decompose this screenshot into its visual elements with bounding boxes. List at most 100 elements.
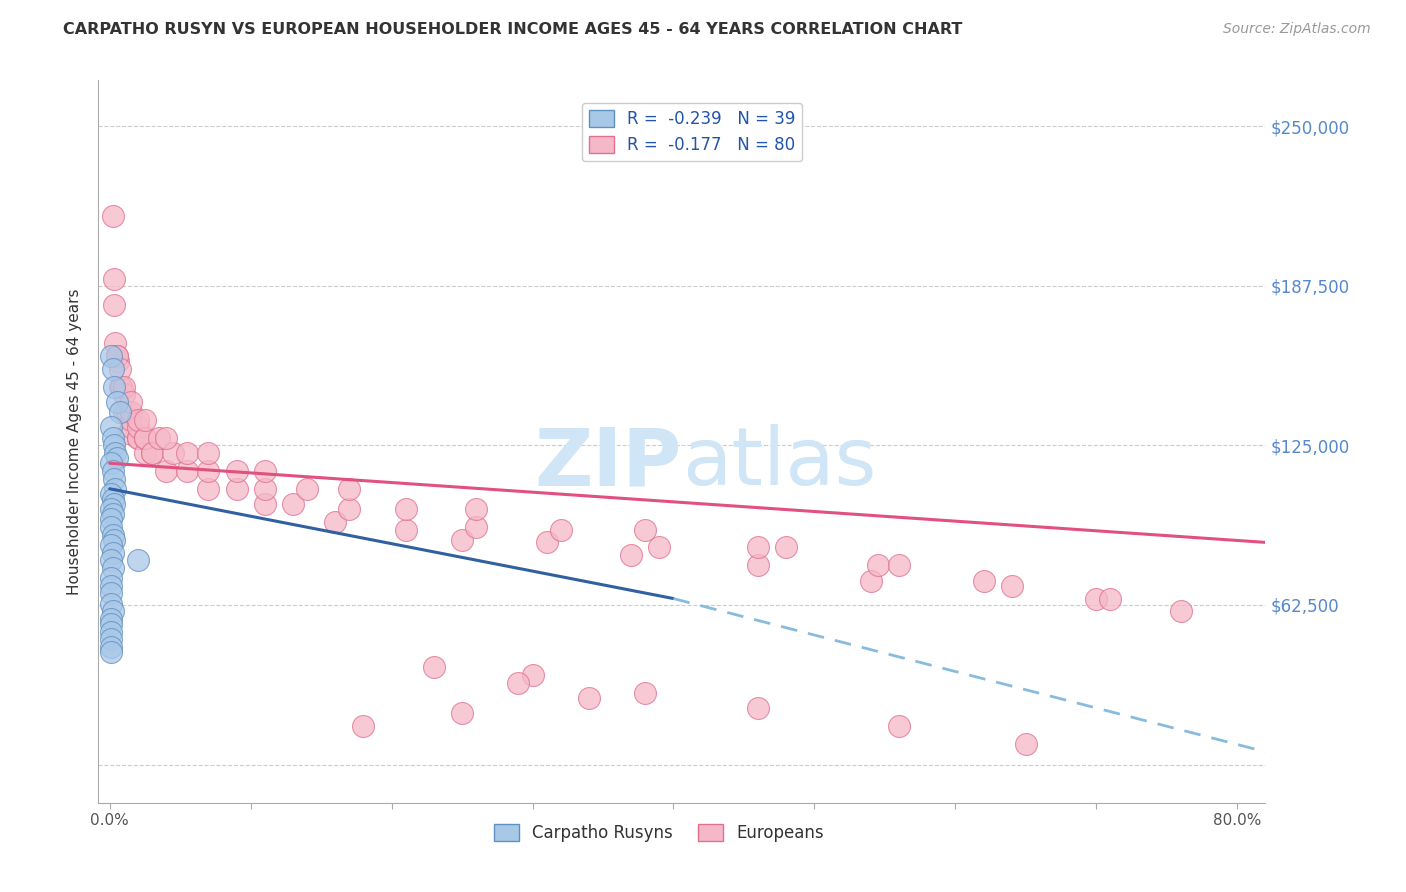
Point: [105, 349, 128, 363]
Legend: Carpatho Rusyns, Europeans: Carpatho Rusyns, Europeans: [486, 817, 831, 848]
Point: [134, 431, 156, 445]
Text: Source: ZipAtlas.com: Source: ZipAtlas.com: [1223, 22, 1371, 37]
Point: [747, 701, 769, 715]
Point: [100, 553, 122, 567]
Text: ZIP: ZIP: [534, 425, 682, 502]
Point: [127, 553, 149, 567]
Point: [101, 546, 124, 560]
Point: [100, 617, 122, 632]
Point: [775, 541, 797, 555]
Text: atlas: atlas: [682, 425, 876, 502]
Point: [1001, 579, 1024, 593]
Point: [536, 535, 558, 549]
Point: [1170, 604, 1192, 618]
Point: [100, 579, 122, 593]
Point: [141, 446, 163, 460]
Point: [101, 527, 124, 541]
Point: [337, 482, 360, 496]
Point: [155, 431, 177, 445]
Point: [100, 645, 122, 659]
Point: [101, 209, 124, 223]
Point: [100, 586, 122, 600]
Point: [887, 719, 910, 733]
Point: [197, 482, 219, 496]
Point: [253, 482, 276, 496]
Point: [127, 431, 149, 445]
Point: [634, 523, 657, 537]
Point: [337, 502, 360, 516]
Point: [1085, 591, 1108, 606]
Point: [352, 719, 374, 733]
Point: [100, 456, 122, 470]
Point: [747, 541, 769, 555]
Point: [107, 354, 129, 368]
Point: [508, 675, 530, 690]
Point: [101, 491, 124, 506]
Point: [225, 464, 247, 478]
Point: [100, 624, 122, 639]
Point: [127, 431, 149, 445]
Point: [104, 446, 127, 460]
Point: [103, 438, 125, 452]
Y-axis label: Householder Income Ages 45 - 64 years: Householder Income Ages 45 - 64 years: [67, 288, 83, 595]
Text: CARPATHO RUSYN VS EUROPEAN HOUSEHOLDER INCOME AGES 45 - 64 YEARS CORRELATION CHA: CARPATHO RUSYN VS EUROPEAN HOUSEHOLDER I…: [63, 22, 963, 37]
Point: [100, 520, 122, 534]
Point: [103, 497, 125, 511]
Point: [100, 349, 122, 363]
Point: [103, 272, 125, 286]
Point: [253, 497, 276, 511]
Point: [108, 405, 131, 419]
Point: [100, 512, 122, 526]
Point: [120, 395, 142, 409]
Point: [176, 446, 198, 460]
Point: [148, 431, 170, 445]
Point: [120, 420, 142, 434]
Point: [465, 520, 488, 534]
Point: [105, 349, 128, 363]
Point: [108, 361, 131, 376]
Point: [101, 561, 124, 575]
Point: [578, 691, 600, 706]
Point: [281, 497, 304, 511]
Point: [108, 379, 131, 393]
Point: [103, 472, 125, 486]
Point: [100, 597, 122, 611]
Point: [101, 361, 124, 376]
Point: [176, 464, 198, 478]
Point: [323, 515, 346, 529]
Point: [100, 502, 122, 516]
Point: [866, 558, 889, 573]
Point: [197, 464, 219, 478]
Point: [112, 387, 135, 401]
Point: [100, 612, 122, 626]
Point: [112, 379, 135, 393]
Point: [155, 464, 177, 478]
Point: [103, 533, 125, 547]
Point: [105, 395, 128, 409]
Point: [100, 420, 122, 434]
Point: [101, 431, 124, 445]
Point: [103, 379, 125, 393]
Point: [100, 571, 122, 585]
Point: [973, 574, 995, 588]
Point: [522, 668, 544, 682]
Point: [134, 431, 156, 445]
Point: [134, 446, 156, 460]
Point: [115, 405, 138, 419]
Point: [451, 533, 474, 547]
Point: [127, 420, 149, 434]
Point: [395, 502, 418, 516]
Point: [648, 541, 671, 555]
Point: [1099, 591, 1122, 606]
Point: [117, 425, 139, 440]
Point: [887, 558, 910, 573]
Point: [101, 604, 124, 618]
Point: [101, 508, 124, 522]
Point: [120, 413, 142, 427]
Point: [127, 413, 149, 427]
Point: [634, 686, 657, 700]
Point: [110, 379, 132, 393]
Point: [253, 464, 276, 478]
Point: [162, 446, 184, 460]
Point: [100, 538, 122, 552]
